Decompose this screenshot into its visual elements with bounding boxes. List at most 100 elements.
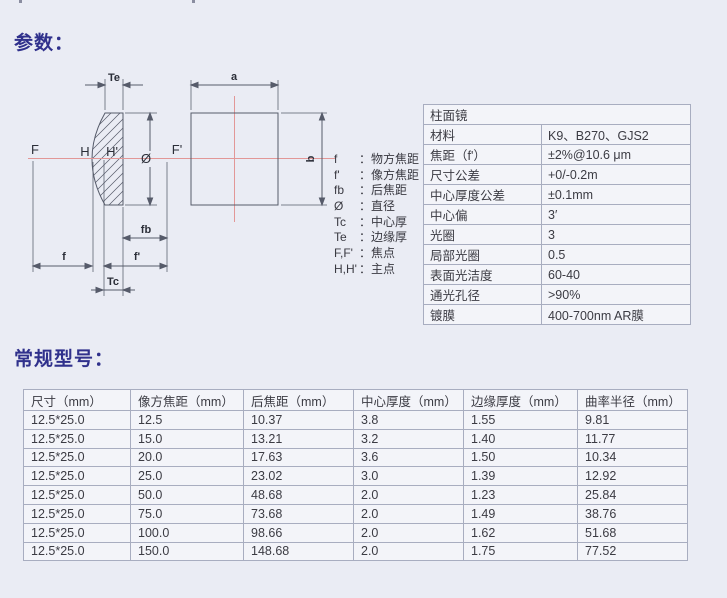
legend-item: f ：物方焦距 (334, 152, 419, 168)
table-row: 12.5*25.0 75.0 73.68 2.0 1.49 38.76 (23, 503, 688, 524)
cell: 3.6 (353, 447, 464, 468)
legend-symbol: fb (334, 183, 345, 198)
label-principal-point-h-prime: H' (106, 144, 118, 159)
cell: 12.5*25.0 (23, 466, 131, 487)
legend-desc: ：物方焦距 (359, 152, 420, 166)
legend-item: Te ：边缘厚 (334, 230, 419, 246)
spec-label: 镀膜 (423, 304, 542, 325)
legend-desc: ：边缘厚 (359, 230, 408, 245)
cell: 10.37 (243, 410, 354, 430)
cell: 12.5*25.0 (23, 410, 131, 430)
cell: 148.68 (243, 541, 354, 562)
cropped-glyph-remnant (192, 0, 195, 3)
model-table: 尺寸（mm） 像方焦距（mm） 后焦距（mm） 中心厚度（mm） 边缘厚度（mm… (23, 389, 688, 562)
legend-item: Tc ：中心厚 (334, 215, 419, 231)
dimension-fb (121, 234, 169, 242)
spec-row: 中心厚度公差 ±0.1mm (423, 184, 692, 205)
label-b: b (305, 155, 317, 162)
cell: 1.50 (463, 447, 578, 468)
cell: 2.0 (353, 485, 464, 505)
legend-symbol: Te (334, 230, 347, 245)
label-focal-point-f: F (31, 142, 39, 157)
spec-row: 光圈 3 (423, 224, 692, 245)
cell: 98.66 (243, 522, 354, 543)
legend-desc: ：直径 (359, 199, 396, 214)
symbol-legend: f ：物方焦距 f' ：像方焦距 fb ：后焦距 Ø ：直径 Tc ：中心厚 Te ：边缘厚… (334, 152, 419, 278)
legend-desc: ：主点 (359, 261, 396, 276)
legend-item: f' ：像方焦距 (334, 168, 419, 184)
spec-row: 材料 K9、B270、GJS2 (423, 124, 692, 145)
dimension-b (318, 111, 326, 207)
legend-item: Ø ：直径 (334, 199, 419, 215)
spec-label: 中心偏 (423, 204, 542, 225)
legend-symbol: Tc (334, 214, 346, 229)
spec-row: 中心偏 3′ (423, 204, 692, 225)
cell: 150.0 (130, 541, 244, 562)
legend-symbol: f' (334, 167, 340, 182)
cell: 15.0 (130, 428, 244, 449)
cell: 1.55 (463, 410, 578, 430)
spec-table: 柱面镜 材料 K9、B270、GJS2 焦距（f'） ±2%@10.6 μm 尺寸公… (422, 104, 692, 325)
cropped-glyph-remnant (19, 0, 22, 3)
table-row: 12.5*25.0 12.5 10.37 3.8 1.55 9.81 (23, 410, 688, 430)
cell: 9.81 (577, 410, 688, 430)
label-f: f (62, 251, 66, 263)
cell: 1.40 (463, 428, 578, 449)
cell: 51.68 (577, 522, 688, 543)
column-header-curvature-radius: 曲率半径（mm） (577, 389, 688, 411)
cell: 77.52 (577, 541, 688, 562)
spec-label: 表面光洁度 (423, 264, 542, 285)
spec-row: 局部光圈 0.5 (423, 244, 692, 265)
lens-front-view (190, 112, 279, 206)
spec-label: 通光孔径 (423, 284, 542, 305)
cell: 3.2 (353, 428, 464, 449)
cell: 25.0 (130, 466, 244, 487)
spec-label: 尺寸公差 (423, 164, 542, 185)
cell: 100.0 (130, 522, 244, 543)
lens-cross-section (91, 112, 124, 206)
cell: 1.39 (463, 466, 578, 487)
legend-item: F,F' ：焦点 (334, 246, 419, 262)
label-fb: fb (141, 224, 152, 236)
column-header-back-focal: 后焦距（mm） (243, 389, 354, 411)
cell: 12.5*25.0 (23, 522, 131, 543)
label-f-prime: f' (134, 251, 141, 263)
cell: 48.68 (243, 485, 354, 505)
legend-desc: ：中心厚 (359, 214, 408, 229)
label-focal-point-f-prime: F' (172, 142, 182, 157)
cell: 12.5*25.0 (23, 485, 131, 505)
cell: 12.5*25.0 (23, 447, 131, 468)
legend-symbol: f (334, 152, 338, 166)
cell: 50.0 (130, 485, 244, 505)
cell: 10.34 (577, 447, 688, 468)
cell: 2.0 (353, 541, 464, 562)
section-title-standard-models: 常规型号： (14, 349, 115, 370)
hatching (92, 113, 123, 205)
label-principal-point-h: H (80, 144, 89, 159)
table-row: 12.5*25.0 25.0 23.02 3.0 1.39 12.92 (23, 466, 688, 487)
cell: 1.62 (463, 522, 578, 543)
legend-symbol: Ø (334, 199, 344, 214)
spec-value: K9、B270、GJS2 (540, 124, 692, 145)
cell: 2.0 (353, 503, 464, 524)
spec-label: 材料 (423, 124, 542, 145)
dimension-f-prime (102, 262, 169, 270)
dimension-diameter (146, 111, 154, 207)
spec-label: 焦距（f'） (423, 144, 542, 165)
legend-desc: ：焦点 (359, 246, 396, 261)
cell: 3.8 (353, 410, 464, 430)
dimension-f (31, 262, 94, 270)
spec-table-title: 柱面镜 (422, 104, 692, 125)
spec-value: 3 (540, 224, 692, 245)
cell: 3.0 (353, 466, 464, 487)
cell: 1.23 (463, 485, 578, 505)
cell: 75.0 (130, 503, 244, 524)
cell: 23.02 (243, 466, 354, 487)
model-table-header-row: 尺寸（mm） 像方焦距（mm） 后焦距（mm） 中心厚度（mm） 边缘厚度（mm… (23, 389, 688, 411)
cell: 38.76 (577, 503, 688, 524)
cell: 12.5 (130, 410, 244, 430)
column-header-size: 尺寸（mm） (23, 389, 131, 411)
spec-value: 60-40 (540, 264, 692, 285)
cell: 12.5*25.0 (23, 503, 131, 524)
label-tc: Tc (107, 276, 119, 288)
